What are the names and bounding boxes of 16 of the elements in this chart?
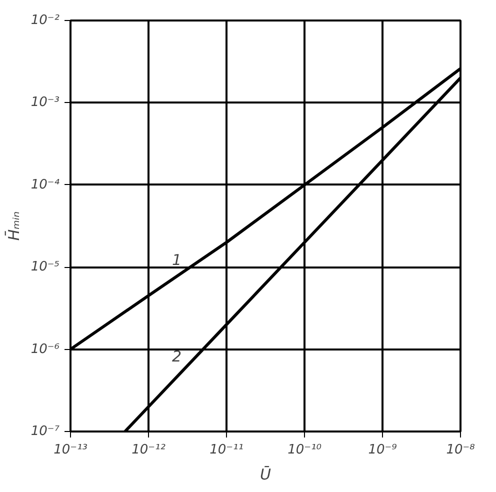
x-tick-label: 10⁻¹⁰ (288, 442, 322, 458)
series-label: 1 (172, 250, 182, 269)
x-tick-label: 10⁻⁹ (368, 442, 397, 458)
x-axis-title: Ū (260, 466, 272, 484)
y-tick-label: 10⁻⁷ (30, 424, 60, 439)
x-tick-label: 10⁻¹² (132, 442, 166, 458)
series-label: 2 (172, 348, 182, 366)
y-tick-label: 10⁻² (30, 13, 60, 28)
x-tick-label: 10⁻⁸ (446, 442, 475, 458)
x-tick-label: 10⁻¹¹ (210, 442, 244, 458)
y-tick-label: 10⁻⁵ (30, 260, 60, 275)
y-tick-label: 10⁻³ (30, 95, 60, 110)
x-tick-label: 10⁻¹³ (54, 442, 88, 458)
y-axis-title: H̄ₘᵢₙ (4, 211, 23, 241)
y-tick-label: 10⁻⁶ (30, 342, 60, 357)
y-tick-label: 10⁻⁴ (30, 177, 60, 192)
